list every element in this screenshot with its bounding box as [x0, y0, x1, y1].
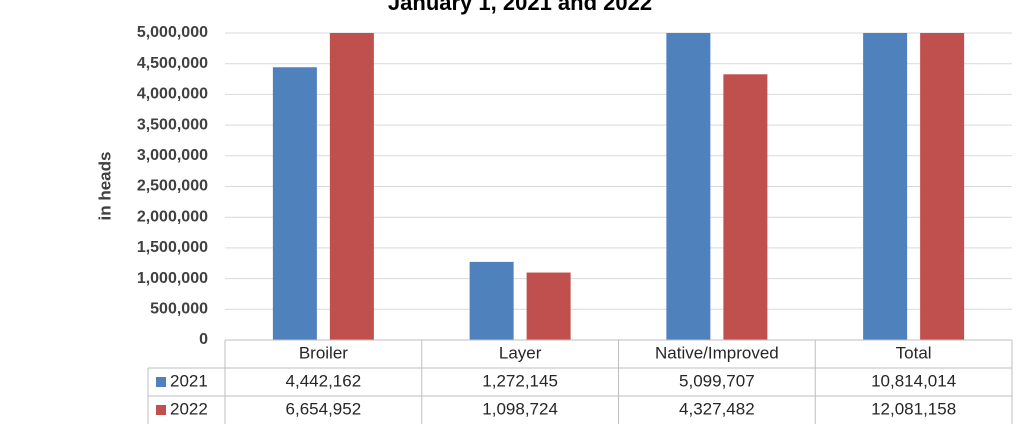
chart-title: January 1, 2021 and 2022	[388, 0, 652, 15]
y-tick-label: 500,000	[150, 301, 208, 318]
bar	[920, 33, 965, 340]
y-tick-label: 4,500,000	[137, 55, 208, 72]
table-value: 4,442,162	[286, 371, 362, 390]
table-value: 6,654,952	[286, 399, 362, 418]
table-value: 12,081,158	[871, 399, 956, 418]
bar	[469, 261, 514, 340]
x-tick-label: Native/Improved	[655, 343, 779, 362]
x-tick-label: Layer	[499, 343, 542, 362]
y-tick-label: 3,500,000	[137, 116, 208, 133]
bar	[863, 33, 908, 340]
bar	[723, 74, 768, 340]
y-tick-label: 1,000,000	[137, 270, 208, 287]
y-tick-label: 4,000,000	[137, 86, 208, 103]
y-tick-label: 3,000,000	[137, 147, 208, 164]
bar	[272, 67, 317, 340]
legend-label: 2021	[170, 371, 208, 390]
y-tick-label: 5,000,000	[137, 24, 208, 41]
legend-swatch	[156, 377, 166, 387]
y-tick-label: 0	[199, 331, 208, 348]
bar	[526, 272, 571, 340]
x-tick-label: Total	[896, 343, 932, 362]
y-tick-label: 1,500,000	[137, 239, 208, 256]
bar	[666, 33, 711, 340]
y-tick-label: 2,000,000	[137, 208, 208, 225]
bars	[272, 33, 965, 340]
table-value: 10,814,014	[871, 371, 956, 390]
table-value: 4,327,482	[679, 399, 755, 418]
y-axis-label: in heads	[95, 152, 114, 221]
bar	[329, 33, 374, 340]
table-value: 1,272,145	[482, 371, 558, 390]
y-tick-label: 2,500,000	[137, 178, 208, 195]
legend-label: 2022	[170, 399, 208, 418]
table-value: 1,098,724	[482, 399, 558, 418]
data-table: Broiler 4,442,162 6,654,952 Layer 1,272,145 1…	[147, 339, 1013, 424]
legend-swatch	[156, 405, 166, 415]
x-tick-label: Broiler	[299, 343, 348, 362]
table-value: 5,099,707	[679, 371, 755, 390]
